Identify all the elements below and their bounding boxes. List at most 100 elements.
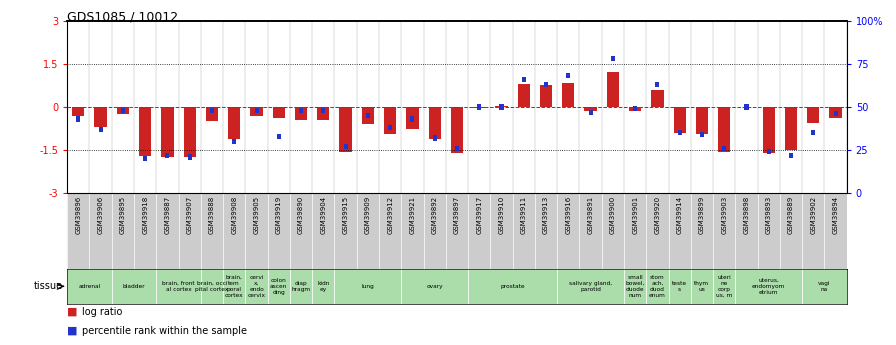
Text: GSM39903: GSM39903 (721, 196, 728, 235)
Bar (473, 107, 486, 108)
Bar (668, 269, 691, 304)
Bar (736, 269, 802, 304)
Bar (201, 269, 223, 304)
Bar (624, 269, 646, 304)
Bar (228, 107, 240, 139)
Text: kidn
ey: kidn ey (317, 281, 330, 292)
Bar (277, 134, 280, 139)
Text: GSM39916: GSM39916 (565, 196, 572, 235)
Bar (655, 82, 659, 87)
Bar (246, 269, 268, 304)
Bar (366, 113, 370, 118)
Text: teste
s: teste s (672, 281, 687, 292)
Text: GSM39906: GSM39906 (98, 196, 104, 235)
Bar (206, 107, 218, 121)
Bar (718, 107, 730, 151)
Text: GSM39901: GSM39901 (633, 196, 638, 235)
Bar (340, 107, 352, 151)
Text: brain,
tem
poral
cortex: brain, tem poral cortex (225, 275, 244, 297)
Text: GSM39887: GSM39887 (165, 196, 170, 235)
Bar (272, 107, 285, 118)
Bar (94, 107, 107, 127)
Bar (401, 269, 468, 304)
Text: vagi
na: vagi na (818, 281, 831, 292)
Bar (139, 107, 151, 156)
Bar (143, 156, 147, 161)
Bar (478, 104, 481, 110)
Bar (250, 107, 263, 116)
Bar (691, 269, 713, 304)
Text: GSM39904: GSM39904 (321, 196, 326, 234)
Bar (562, 82, 574, 107)
Bar (433, 136, 436, 141)
Text: GSM39891: GSM39891 (588, 196, 593, 235)
Bar (611, 56, 615, 61)
Text: GSM39892: GSM39892 (432, 196, 437, 234)
Bar (388, 125, 392, 130)
Bar (210, 108, 214, 113)
Bar (112, 269, 156, 304)
Bar (745, 104, 748, 110)
Bar (428, 107, 441, 139)
Text: GSM39921: GSM39921 (409, 196, 416, 234)
Bar (290, 269, 312, 304)
Bar (584, 107, 597, 111)
Bar (223, 269, 246, 304)
Bar (254, 108, 259, 113)
Text: lung: lung (361, 284, 375, 289)
Bar (121, 108, 125, 113)
Bar (540, 86, 552, 107)
Bar (161, 107, 174, 157)
Text: salivary gland,
parotid: salivary gland, parotid (569, 281, 612, 292)
Bar (674, 107, 685, 133)
Text: GSM39918: GSM39918 (142, 196, 148, 235)
Bar (700, 132, 704, 137)
Bar (312, 269, 334, 304)
Text: stom
ach,
duod
enum: stom ach, duod enum (649, 275, 666, 297)
Text: ovary: ovary (426, 284, 443, 289)
Bar (99, 127, 103, 132)
Bar (451, 107, 463, 153)
Text: percentile rank within the sample: percentile rank within the sample (82, 326, 246, 336)
Text: GSM39905: GSM39905 (254, 196, 260, 234)
Text: GSM39900: GSM39900 (610, 196, 616, 235)
Bar (495, 106, 508, 107)
Text: thym
us: thym us (694, 281, 710, 292)
Text: GSM39909: GSM39909 (365, 196, 371, 235)
Bar (166, 152, 169, 158)
Text: bladder: bladder (123, 284, 145, 289)
Text: GSM39907: GSM39907 (186, 196, 193, 235)
Text: GSM39908: GSM39908 (231, 196, 237, 235)
Text: GSM39896: GSM39896 (75, 196, 82, 235)
Bar (410, 117, 415, 122)
Bar (762, 107, 775, 153)
Text: GSM39899: GSM39899 (699, 196, 705, 235)
Bar (557, 269, 624, 304)
Bar (566, 73, 571, 79)
Bar (455, 146, 459, 151)
Bar (722, 146, 727, 151)
Bar (767, 149, 771, 155)
Bar (232, 139, 237, 144)
Bar (268, 269, 290, 304)
Bar (651, 90, 664, 107)
Bar (544, 82, 548, 87)
Bar (499, 104, 504, 110)
Bar (67, 269, 112, 304)
Text: uterus,
endomyom
etrium: uterus, endomyom etrium (752, 278, 786, 295)
Text: brain, occi
pital cortex: brain, occi pital cortex (195, 281, 228, 292)
Text: GSM39895: GSM39895 (120, 196, 125, 234)
Text: uteri
ne
corp
us, m: uteri ne corp us, m (716, 275, 732, 297)
Bar (299, 108, 303, 113)
Text: GSM39889: GSM39889 (788, 196, 794, 235)
Text: GSM39914: GSM39914 (676, 196, 683, 234)
Bar (116, 107, 129, 114)
Bar (589, 110, 592, 115)
Bar (384, 107, 396, 134)
Bar (73, 107, 84, 116)
Text: ■: ■ (67, 326, 78, 336)
Text: GSM39912: GSM39912 (387, 196, 393, 234)
Bar (362, 107, 374, 124)
Bar (334, 269, 401, 304)
Text: GSM39920: GSM39920 (654, 196, 660, 234)
